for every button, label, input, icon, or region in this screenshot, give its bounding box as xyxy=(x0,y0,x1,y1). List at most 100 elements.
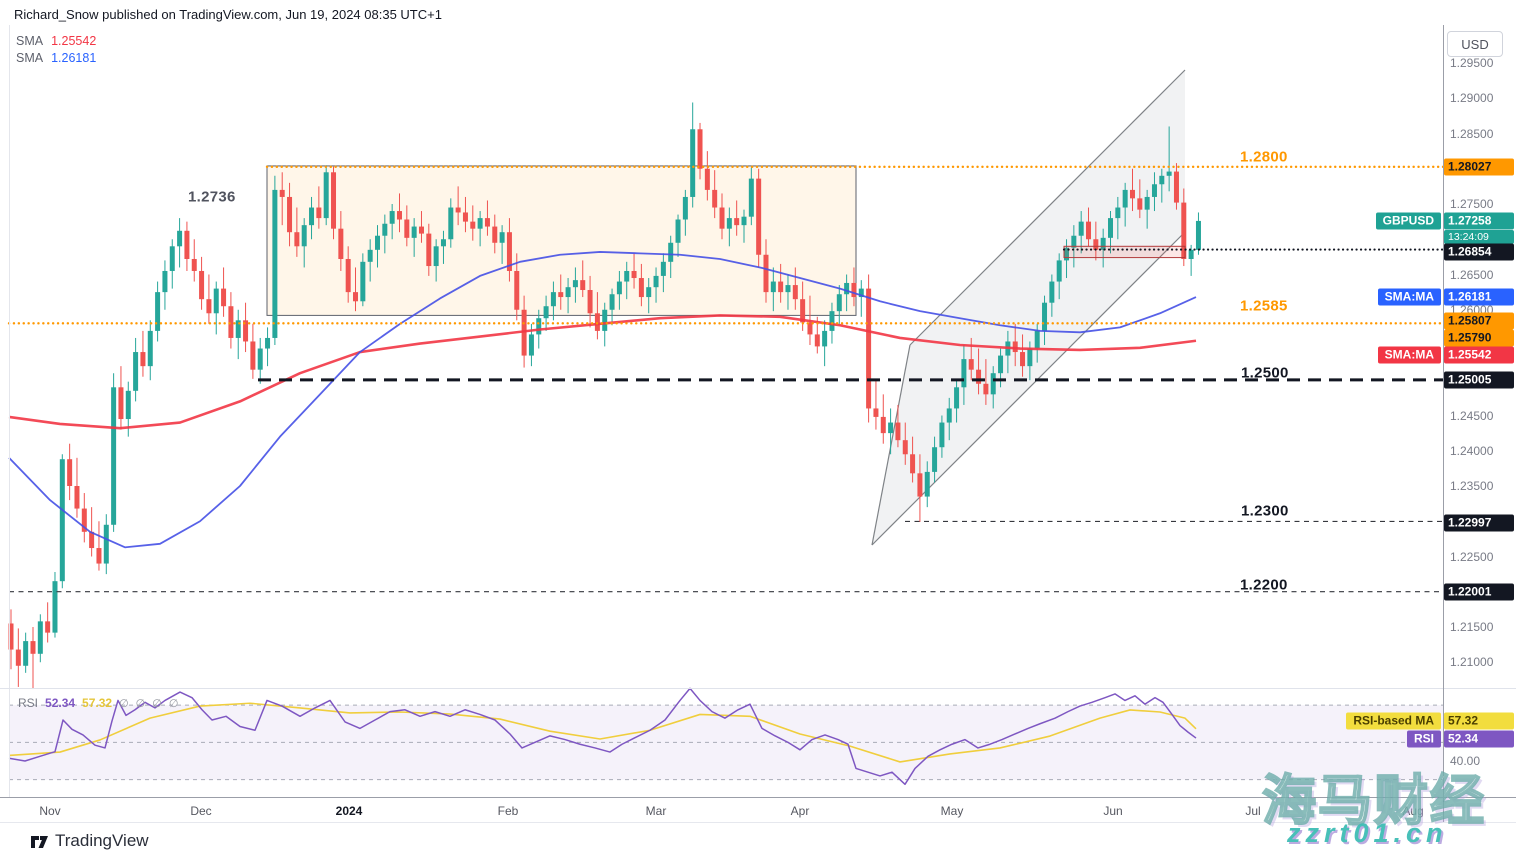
price-axis-badge: 52.34 xyxy=(1444,730,1514,748)
candle-body xyxy=(741,216,747,226)
sma-legend-row-1[interactable]: SMA 1.25542 xyxy=(16,33,96,50)
candle-body xyxy=(1056,260,1062,282)
candle-body xyxy=(697,129,703,169)
candle-body xyxy=(1159,175,1165,185)
price-axis-badge: 1.25542 xyxy=(1444,346,1514,364)
candle-body xyxy=(844,282,850,295)
price-tick: 1.24500 xyxy=(1450,408,1494,423)
candle-body xyxy=(756,178,762,255)
candle-body xyxy=(89,531,95,549)
candle-body xyxy=(1173,171,1179,203)
series-name-badge: SMA:MA xyxy=(1377,288,1441,306)
candle-body xyxy=(712,189,718,208)
candle-body xyxy=(1137,198,1143,210)
trend-channel-fill xyxy=(872,70,1185,545)
candle-body xyxy=(8,623,14,650)
candle-body xyxy=(580,280,586,291)
candle-body xyxy=(763,254,769,293)
candle-body xyxy=(976,369,982,384)
tradingview-branding[interactable]: TradingView xyxy=(30,831,149,851)
candle-body xyxy=(375,235,380,250)
candle-body xyxy=(169,246,175,271)
candle-body xyxy=(668,242,674,262)
candle-body xyxy=(587,290,593,314)
candle-body xyxy=(785,285,791,293)
watermark-cjk: 海马财经 xyxy=(1261,770,1486,832)
price-axis-badge: 1.22001 xyxy=(1444,583,1514,601)
candle-body xyxy=(250,341,256,370)
candle-body xyxy=(133,352,139,391)
candle-body xyxy=(631,270,637,279)
currency-toggle-button[interactable]: USD xyxy=(1447,31,1503,57)
candle-body xyxy=(1129,189,1135,199)
candle-body xyxy=(990,373,996,395)
candle-body xyxy=(660,261,666,276)
candle-body xyxy=(45,621,51,633)
candle-body xyxy=(565,287,571,298)
candle-body xyxy=(448,207,454,240)
candle-body xyxy=(858,288,864,298)
price-tick: 1.24000 xyxy=(1450,443,1494,458)
candle-body xyxy=(1020,352,1026,367)
time-axis-label: 2024 xyxy=(335,804,363,818)
level-annotation: 1.2200 xyxy=(1240,576,1288,594)
support-zone-box xyxy=(1063,245,1186,259)
candle-body xyxy=(866,288,872,409)
candle-body xyxy=(433,246,439,267)
candle-body xyxy=(968,359,974,370)
candle-body xyxy=(67,459,73,486)
candle-body xyxy=(1166,171,1172,176)
level-annotation: 1.2585 xyxy=(1240,297,1288,315)
candle-body xyxy=(257,348,263,370)
series-name-badge: SMA:MA xyxy=(1377,346,1441,364)
candle-body xyxy=(653,275,659,288)
rsi-label: RSI xyxy=(18,696,39,710)
brand-name: TradingView xyxy=(55,831,149,850)
rsi-source-icon[interactable]: ∅ xyxy=(168,697,179,710)
sma-red-line xyxy=(8,314,1197,430)
candle-body xyxy=(243,320,249,342)
series-name-badge: GBPUSD xyxy=(1375,212,1441,230)
publication-header: Richard_Snow published on TradingView.co… xyxy=(14,7,442,22)
rsi-source-icon[interactable]: ∅ xyxy=(119,697,129,710)
sma-value-blue: 1.26181 xyxy=(51,51,97,65)
price-tick: 1.21500 xyxy=(1450,620,1494,634)
candle-body xyxy=(15,649,21,666)
candle-body xyxy=(528,334,534,356)
candle-body xyxy=(748,178,754,217)
candle-body xyxy=(470,221,476,229)
candle-body xyxy=(1071,235,1077,248)
candle-body xyxy=(851,282,857,298)
candle-body xyxy=(59,459,65,582)
candle-body xyxy=(939,422,945,448)
rsi-source-icon[interactable]: ∅ xyxy=(152,697,162,710)
candle-body xyxy=(345,258,351,293)
candle-body xyxy=(726,218,732,229)
level-annotation: 1.2300 xyxy=(1241,502,1289,520)
candle-body xyxy=(616,281,622,295)
candle-body xyxy=(74,486,80,509)
sma-label: SMA xyxy=(16,51,44,65)
candle-body xyxy=(1027,348,1033,367)
indicator-legend: SMA 1.25542 SMA 1.26181 xyxy=(16,33,96,67)
candle-body xyxy=(477,218,483,229)
candle-body xyxy=(770,281,776,293)
level-annotation: 1.2736 xyxy=(188,188,236,206)
candle-body xyxy=(37,621,43,654)
rsi-legend: RSI 52.34 57.32 ∅ ∅ ∅ ∅ xyxy=(18,696,178,710)
candle-body xyxy=(155,292,161,331)
candle-body xyxy=(1115,207,1121,219)
sma-legend-row-2[interactable]: SMA 1.26181 xyxy=(16,50,96,67)
candle-body xyxy=(331,172,337,229)
candle-body xyxy=(1188,249,1194,259)
candle-body xyxy=(822,330,828,347)
series-name-badge: RSI-based MA xyxy=(1346,712,1441,730)
candle-body xyxy=(1049,281,1055,303)
rsi-source-icon[interactable]: ∅ xyxy=(135,697,146,710)
price-tick: 1.29500 xyxy=(1450,56,1494,70)
price-axis-badge: 1.25790 xyxy=(1444,329,1514,347)
price-tick: 1.26500 xyxy=(1450,267,1494,282)
candle-body xyxy=(888,422,894,434)
candle-body xyxy=(807,322,813,335)
